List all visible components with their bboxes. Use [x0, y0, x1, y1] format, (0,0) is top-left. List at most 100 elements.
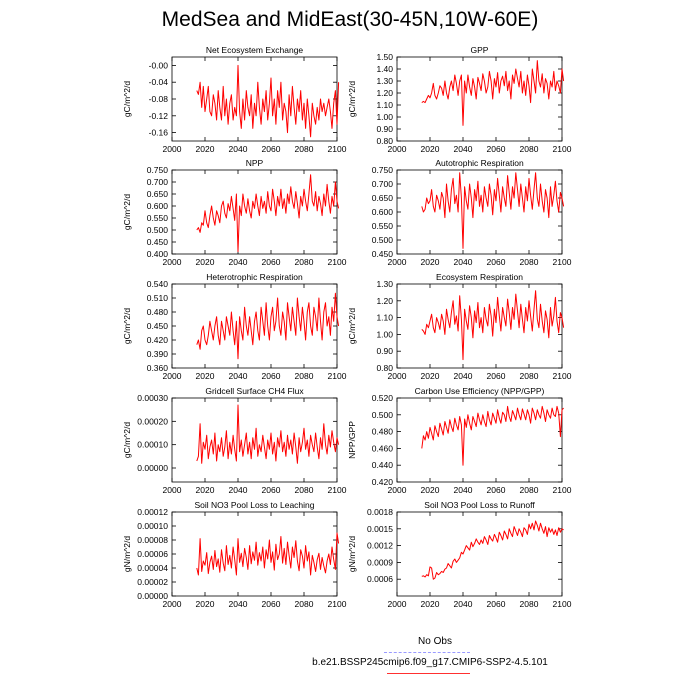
y-tick-label: 0.500	[372, 235, 394, 245]
y-tick-label: 0.600	[372, 207, 394, 217]
y-tick-label: 0.00002	[137, 577, 168, 587]
y-tick-label: 0.510	[147, 293, 169, 303]
x-tick-label: 2100	[553, 599, 572, 609]
y-tick-label: 0.450	[147, 321, 169, 331]
x-tick-label: 2080	[520, 144, 539, 154]
x-tick-label: 2100	[328, 599, 347, 609]
x-tick-label: 2000	[388, 144, 407, 154]
x-tick-label: 2040	[229, 144, 248, 154]
y-tick-label: 0.00000	[137, 463, 168, 473]
x-tick-label: 2040	[229, 485, 248, 495]
x-tick-label: 2060	[262, 599, 281, 609]
x-tick-label: 2040	[454, 371, 473, 381]
y-tick-label: 0.450	[372, 249, 394, 259]
plot-frame-ecosystem-respiration	[396, 283, 563, 369]
series-line-npp	[196, 174, 340, 253]
y-axis-label-gpp: gC/m^2/d	[347, 81, 357, 117]
legend-model-label: b.e21.BSSP245cmip6.f09_g17.CMIP6-SSP2-4.…	[312, 657, 548, 668]
y-tick-label: 0.750	[147, 165, 169, 175]
y-tick-label: 0.750	[372, 165, 394, 175]
x-tick-label: 2040	[229, 257, 248, 267]
plot-frame-carbon-use-efficiency-npp-gpp	[396, 397, 563, 483]
y-tick-label: 0.500	[147, 225, 169, 235]
x-tick-label: 2060	[487, 371, 506, 381]
y-axis-label-carbon-use-efficiency-npp-gpp: NPP/GPP	[347, 421, 357, 459]
y-tick-label: 0.00010	[137, 440, 168, 450]
x-tick-label: 2020	[196, 371, 215, 381]
y-tick-label: 1.10	[376, 100, 393, 110]
plot-frame-soil-no3-pool-loss-to-runoff	[396, 511, 563, 597]
x-tick-label: 2080	[295, 144, 314, 154]
x-tick-label: 2000	[163, 599, 182, 609]
x-tick-label: 2020	[421, 599, 440, 609]
y-tick-label: 1.40	[376, 64, 393, 74]
chart-title-net-ecosystem-exchange: Net Ecosystem Exchange	[206, 45, 304, 55]
series-line-soil-no3-pool-loss-to-leaching	[196, 532, 340, 576]
y-tick-label: 0.360	[147, 363, 169, 373]
y-tick-label: 1.30	[376, 76, 393, 86]
x-tick-label: 2080	[295, 371, 314, 381]
y-tick-label: 1.30	[376, 279, 393, 289]
legend-model-line	[387, 673, 470, 674]
y-axis-label-soil-no3-pool-loss-to-runoff: gN/m^2/d	[347, 536, 357, 572]
x-tick-label: 2100	[553, 257, 572, 267]
y-tick-label: 0.90	[376, 124, 393, 134]
y-tick-label: 0.520	[372, 393, 394, 403]
x-tick-label: 2100	[553, 371, 572, 381]
y-tick-label: 0.0006	[367, 574, 393, 584]
x-tick-label: 2020	[196, 257, 215, 267]
y-tick-label: 0.80	[376, 363, 393, 373]
y-tick-label: 0.00006	[137, 549, 168, 559]
y-tick-label: 0.0015	[367, 524, 393, 534]
y-tick-label: -0.16	[149, 128, 169, 138]
y-tick-label: 0.390	[147, 349, 169, 359]
x-tick-label: 2040	[454, 144, 473, 154]
x-tick-label: 2100	[328, 144, 347, 154]
y-tick-label: 1.00	[376, 329, 393, 339]
y-tick-label: 0.90	[376, 346, 393, 356]
y-tick-label: 0.600	[147, 201, 169, 211]
y-tick-label: 0.700	[372, 179, 394, 189]
y-tick-label: 1.00	[376, 112, 393, 122]
x-tick-label: 2100	[553, 485, 572, 495]
x-tick-label: 2100	[328, 485, 347, 495]
y-tick-label: 0.500	[372, 410, 394, 420]
plot-frame-gridcell-surface-ch4-flux	[171, 397, 338, 483]
x-tick-label: 2000	[388, 485, 407, 495]
y-axis-label-gridcell-surface-ch4-flux: gC/m^2/d	[122, 422, 132, 458]
x-tick-label: 2000	[163, 371, 182, 381]
plot-frame-soil-no3-pool-loss-to-leaching	[171, 511, 338, 597]
x-tick-label: 2060	[487, 485, 506, 495]
x-tick-label: 2060	[487, 144, 506, 154]
y-axis-label-npp: gC/m^2/d	[122, 194, 132, 230]
y-tick-label: -0.04	[149, 77, 169, 87]
x-tick-label: 2060	[262, 144, 281, 154]
y-tick-label: 0.80	[376, 136, 393, 146]
x-tick-label: 2060	[487, 257, 506, 267]
x-tick-label: 2020	[196, 144, 215, 154]
x-tick-label: 2060	[262, 371, 281, 381]
x-tick-label: 2000	[388, 371, 407, 381]
chart-title-gpp: GPP	[471, 45, 489, 55]
series-line-heterotrophic-respiration	[196, 292, 340, 360]
x-tick-label: 2020	[421, 144, 440, 154]
chart-title-soil-no3-pool-loss-to-leaching: Soil NO3 Pool Loss to Leaching	[194, 500, 314, 510]
plot-frame-gpp	[396, 56, 563, 142]
x-tick-label: 2040	[229, 599, 248, 609]
y-tick-label: 0.650	[372, 193, 394, 203]
chart-title-gridcell-surface-ch4-flux: Gridcell Surface CH4 Flux	[205, 386, 304, 396]
y-tick-label: 0.00000	[137, 591, 168, 601]
x-tick-label: 2080	[295, 485, 314, 495]
y-tick-label: 0.0012	[367, 541, 393, 551]
y-tick-label: 0.550	[147, 213, 169, 223]
y-tick-label: 0.420	[147, 335, 169, 345]
x-tick-label: 2000	[388, 599, 407, 609]
y-tick-label: 0.00020	[137, 416, 168, 426]
x-tick-label: 2100	[328, 257, 347, 267]
plot-frame-npp	[171, 169, 338, 255]
y-tick-label: -0.12	[149, 111, 169, 121]
plot-frame-net-ecosystem-exchange	[171, 56, 338, 142]
series-line-carbon-use-efficiency-npp-gpp	[421, 405, 564, 466]
y-tick-label: 0.00008	[137, 535, 168, 545]
